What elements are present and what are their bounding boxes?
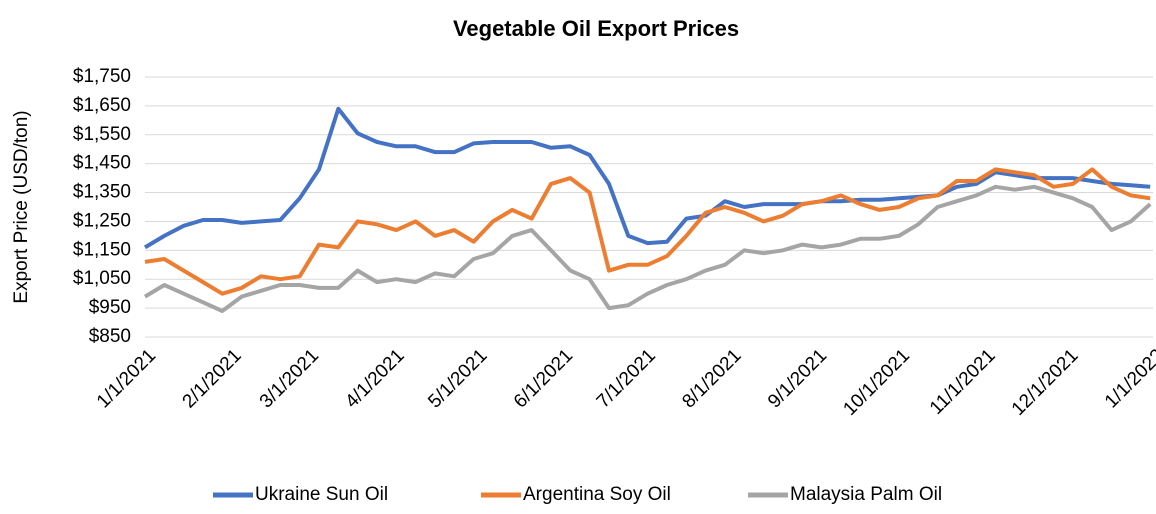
x-tick-label: 10/1/2021 <box>839 345 914 420</box>
legend-label: Malaysia Palm Oil <box>790 484 942 505</box>
y-tick-label: $1,550 <box>73 124 131 145</box>
x-tick-label: 8/1/2021 <box>678 345 745 412</box>
legend-label: Ukraine Sun Oil <box>255 484 388 505</box>
legend-label: Argentina Soy Oil <box>523 484 671 505</box>
y-axis-label: Export Price (USD/ton) <box>11 110 32 303</box>
x-tick-label: 2/1/2021 <box>179 345 246 412</box>
x-tick-label: 1/1/2021 <box>93 345 160 412</box>
x-tick-label: 3/1/2021 <box>256 345 323 412</box>
y-tick-label: $1,650 <box>73 95 131 116</box>
y-tick-label: $1,750 <box>73 66 131 87</box>
x-tick-label: 9/1/2021 <box>764 345 831 412</box>
x-tick-label: 7/1/2021 <box>593 345 660 412</box>
x-tick-label: 1/1/2022 <box>1101 345 1156 412</box>
x-tick-label: 5/1/2021 <box>424 345 491 412</box>
y-tick-label: $1,350 <box>73 182 131 203</box>
y-tick-label: $1,450 <box>73 153 131 174</box>
x-tick-label: 12/1/2021 <box>1008 345 1083 420</box>
y-tick-label: $1,050 <box>73 268 131 289</box>
x-tick-label: 6/1/2021 <box>510 345 577 412</box>
y-tick-label: $1,150 <box>73 239 131 260</box>
y-tick-label: $950 <box>89 297 131 318</box>
x-tick-label: 4/1/2021 <box>341 345 408 412</box>
chart-title: Vegetable Oil Export Prices <box>453 16 739 41</box>
y-tick-label: $1,250 <box>73 210 131 231</box>
y-tick-label: $850 <box>89 326 131 347</box>
series-line <box>143 106 1151 250</box>
series-line <box>143 184 1152 313</box>
x-tick-label: 11/1/2021 <box>926 345 1000 419</box>
series-line <box>144 167 1151 296</box>
